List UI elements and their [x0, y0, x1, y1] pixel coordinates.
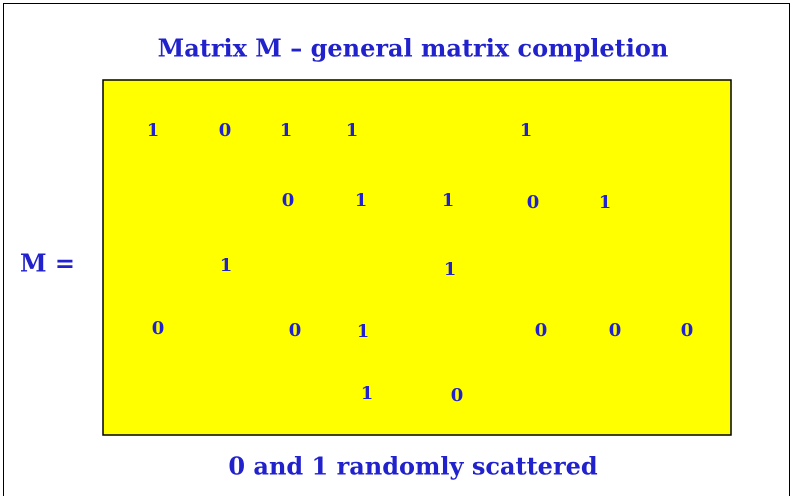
matrix-entry: 1: [147, 120, 160, 141]
matrix-entry: 0: [527, 192, 540, 213]
matrix-entry: 1: [355, 190, 368, 211]
matrix-entry: 1: [220, 255, 233, 276]
matrix-label: M =: [20, 249, 75, 278]
matrix-entry: 0: [681, 320, 694, 341]
matrix-entry: 0: [535, 320, 548, 341]
entries: 1 0 1 1 1 0 1 1 0 1 1 1 0 0 1 0 0 0 1 0: [147, 120, 694, 406]
matrix-entry: 1: [280, 120, 293, 141]
caption: 0 and 1 randomly scattered: [228, 452, 598, 481]
matrix-box: [102, 79, 732, 436]
matrix-entry: 1: [361, 383, 374, 404]
matrix-entry: 1: [599, 192, 612, 213]
matrix-entry: 1: [442, 190, 455, 211]
matrix-entry: 1: [357, 321, 370, 342]
matrix-entry: 1: [346, 120, 359, 141]
matrix-entry: 0: [152, 318, 165, 339]
matrix-entry: 0: [219, 120, 232, 141]
matrix-entry: 0: [451, 385, 464, 406]
matrix-entry: 0: [282, 190, 295, 211]
matrix-entry: 1: [444, 259, 457, 280]
title: Matrix M – general matrix completion: [158, 34, 669, 63]
matrix-entry: 0: [609, 320, 622, 341]
matrix-entry: 1: [520, 120, 533, 141]
matrix-entry: 0: [289, 320, 302, 341]
